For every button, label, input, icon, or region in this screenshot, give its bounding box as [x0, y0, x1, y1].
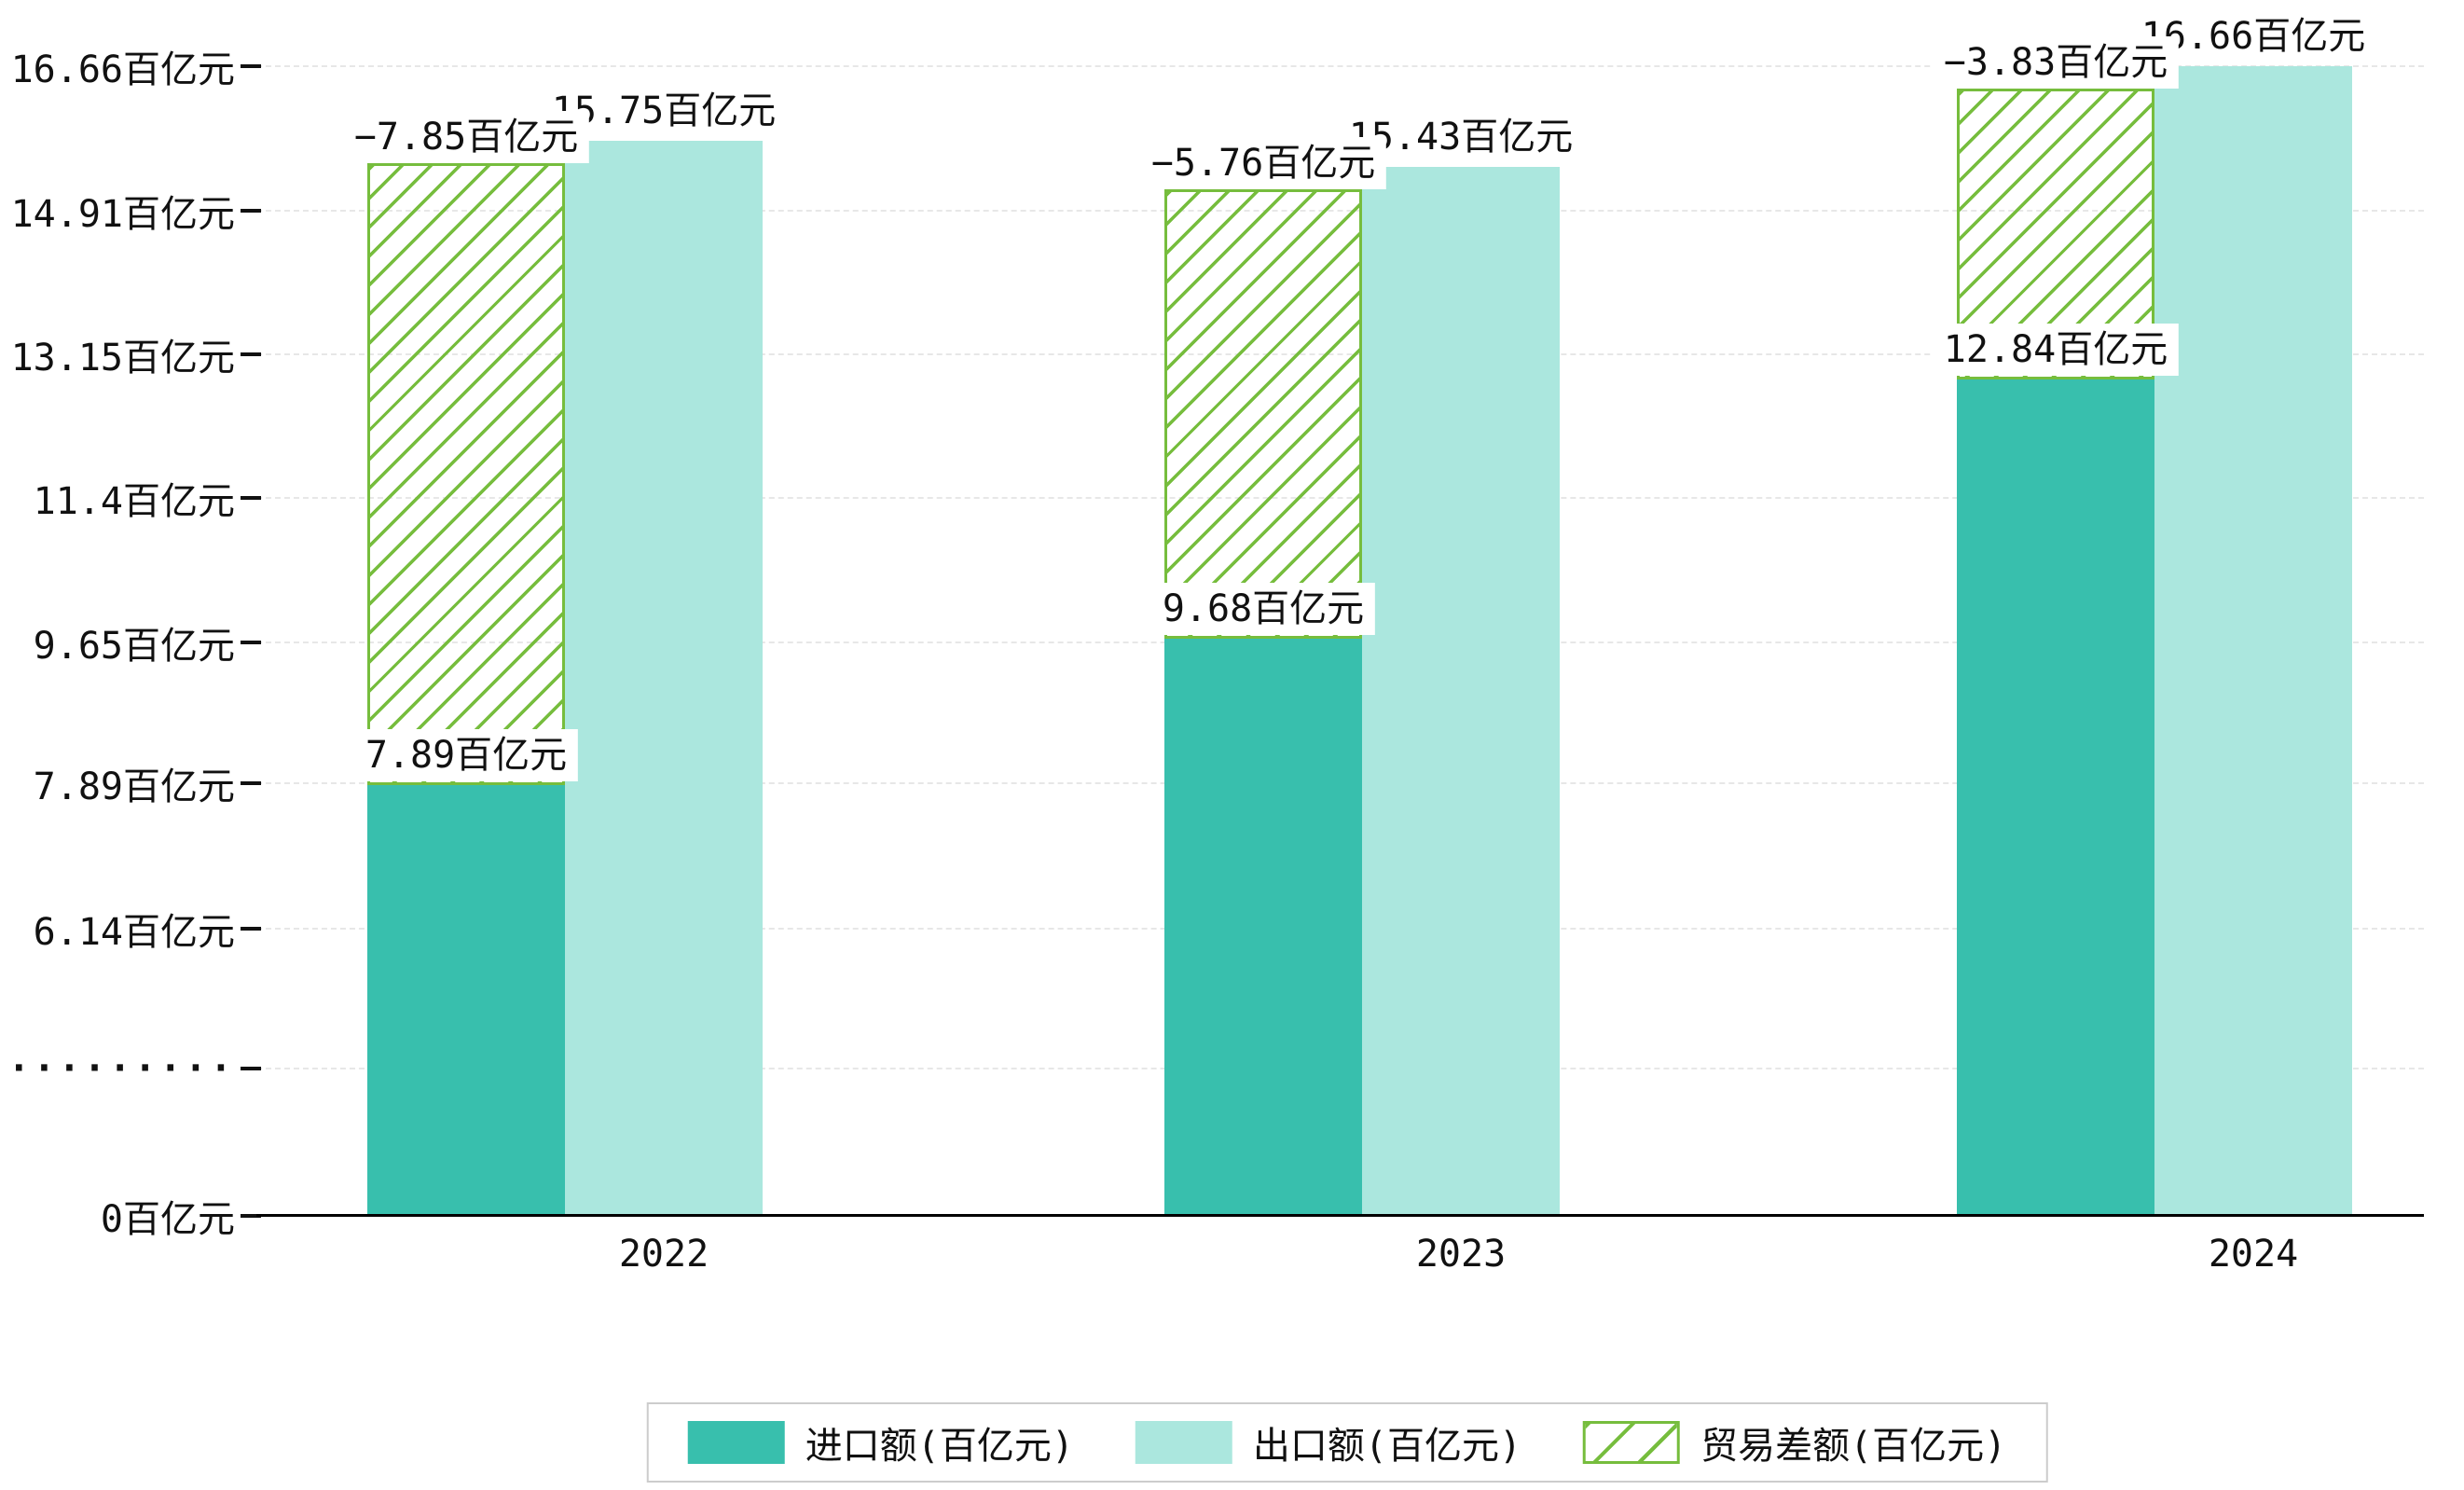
x-axis-category-label: 2023 — [1415, 1233, 1507, 1276]
bar-trade-balance — [367, 163, 565, 785]
bar-export — [2154, 66, 2352, 1216]
bar-import — [367, 785, 565, 1216]
y-axis-tick-mark — [241, 1067, 261, 1070]
y-axis-tick-mark — [241, 927, 261, 931]
y-axis-tick-mark — [241, 496, 261, 500]
value-label-import: 7.89百亿元 — [353, 729, 579, 781]
legend-swatch-import-icon — [687, 1421, 785, 1464]
bar-import — [1164, 639, 1362, 1216]
y-axis-label: 7.89百亿元 — [33, 766, 235, 808]
y-axis-label: 16.66百亿元 — [10, 48, 235, 91]
legend-label-export: 出口额(百亿元) — [1252, 1425, 1522, 1468]
y-axis-label: 9.65百亿元 — [33, 625, 235, 668]
legend-swatch-trade-balance-icon — [1583, 1421, 1681, 1464]
y-axis-label: 6.14百亿元 — [33, 911, 235, 954]
grid-line — [256, 65, 2424, 67]
y-axis-label: 11.4百亿元 — [33, 480, 235, 523]
bar-export — [1362, 167, 1560, 1216]
y-axis-tick-mark — [241, 209, 261, 213]
y-axis-label: 0百亿元 — [100, 1198, 235, 1241]
bar-trade-balance — [1164, 189, 1362, 639]
legend-item-import: 进口额(百亿元) — [687, 1415, 1074, 1469]
y-axis-break-label: ········· — [7, 1047, 235, 1090]
y-axis-tick-mark — [241, 352, 261, 356]
legend-swatch-export-icon — [1135, 1421, 1232, 1464]
y-axis-label: 14.91百亿元 — [10, 193, 235, 236]
x-axis-line — [256, 1214, 2424, 1217]
y-axis-label: 13.15百亿元 — [10, 337, 235, 379]
y-axis-tick-mark — [241, 64, 261, 68]
value-label-import: 9.68百亿元 — [1150, 583, 1376, 635]
value-label-import: 12.84百亿元 — [1932, 324, 2180, 376]
value-label-trade-balance: −5.76百亿元 — [1139, 137, 1387, 189]
x-axis-category-label: 2022 — [618, 1233, 709, 1276]
y-axis-tick-mark — [241, 641, 261, 644]
legend-label-trade-balance: 贸易差额(百亿元) — [1700, 1425, 2007, 1468]
legend-label-import: 进口额(百亿元) — [805, 1425, 1074, 1468]
value-label-trade-balance: −7.85百亿元 — [342, 111, 590, 163]
legend-item-export: 出口额(百亿元) — [1135, 1415, 1522, 1469]
value-label-trade-balance: −3.83百亿元 — [1932, 36, 2180, 89]
y-axis-tick-mark — [241, 781, 261, 785]
x-axis-category-label: 2024 — [2208, 1233, 2299, 1276]
bar-export — [565, 141, 763, 1216]
bar-import — [1957, 379, 2154, 1216]
legend-item-trade-balance: 贸易差额(百亿元) — [1583, 1415, 2006, 1469]
legend: 进口额(百亿元) 出口额(百亿元) 贸易差额(百亿元) — [646, 1402, 2048, 1483]
y-axis-tick-mark — [241, 1214, 261, 1218]
